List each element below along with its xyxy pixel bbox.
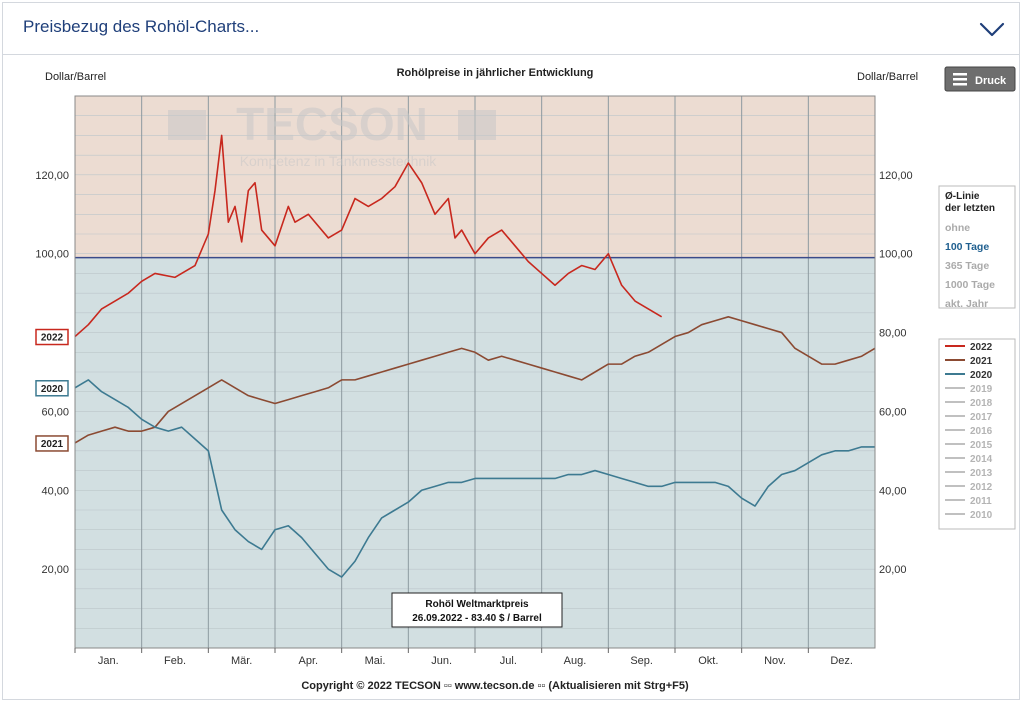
menu-icon	[953, 73, 967, 86]
legend-item-2018[interactable]: 2018	[945, 398, 993, 409]
avg-option-3[interactable]: 1000 Tage	[945, 279, 995, 291]
legend-label: 2013	[970, 468, 993, 479]
chart-panel: Dollar/Barrel Dollar/Barrel Rohölpreise …	[15, 58, 1019, 698]
tooltip-line1: Rohöl Weltmarktpreis	[425, 599, 529, 610]
avg-option-4[interactable]: akt. Jahr	[945, 298, 988, 310]
ylabel-left: Dollar/Barrel	[45, 71, 106, 83]
legend-item-2020[interactable]: 2020	[945, 370, 993, 381]
series-line-2022	[75, 134, 663, 338]
x-tick-label: Jul.	[500, 655, 517, 667]
y-tick-left: 60,00	[41, 406, 69, 418]
legend-item-2015[interactable]: 2015	[945, 440, 993, 451]
series-label-2022: 2022	[35, 328, 69, 346]
x-tick-label: Sep.	[630, 655, 653, 667]
series-line-2021	[75, 315, 875, 444]
print-button[interactable]: Druck	[944, 66, 1016, 92]
avg-option-0[interactable]: ohne	[945, 222, 970, 234]
legend: 2022 2021 2020 2019 2018 2017 2016 2015 2014 2013…	[938, 338, 1016, 530]
avg-title-line1: Ø-Linie	[945, 191, 980, 202]
legend-item-2016[interactable]: 2016	[945, 426, 993, 437]
x-tick-label: Mai.	[365, 655, 386, 667]
series-line-2020	[75, 379, 875, 578]
series-label-text: 2021	[41, 439, 64, 450]
legend-label: 2017	[970, 412, 993, 423]
legend-label: 2012	[970, 482, 993, 493]
x-tick-label: Dez.	[830, 655, 853, 667]
grid	[75, 96, 875, 648]
avg-title-line2: der letzten	[945, 203, 995, 214]
legend-label: 2018	[970, 398, 993, 409]
y-tick-right: 120,00	[879, 170, 913, 182]
series-label-2020: 2020	[35, 380, 69, 397]
oil-price-chart: Dollar/Barrel Dollar/Barrel Rohölpreise …	[35, 66, 1016, 692]
y-axis-right: 20,00 40,00 60,00 80,00 100,00 120,00	[879, 170, 913, 576]
avg-option-2[interactable]: 365 Tage	[945, 260, 989, 272]
avg-option-1[interactable]: 100 Tage	[945, 241, 989, 253]
legend-label: 2021	[970, 356, 993, 367]
ylabel-right: Dollar/Barrel	[857, 71, 918, 83]
tecson-watermark: TECSON Kompetenz in Tankmesstechnik	[168, 98, 496, 169]
x-tick-label: Nov.	[764, 655, 786, 667]
x-tick-label: Okt.	[698, 655, 718, 667]
avg-options-panel: Ø-Linie der letzten ohne 100 Tage 365 Tage…	[938, 185, 1016, 310]
legend-item-2012[interactable]: 2012	[945, 482, 993, 493]
y-tick-left: 20,00	[41, 564, 69, 576]
print-button-label: Druck	[975, 75, 1007, 87]
legend-label: 2022	[970, 342, 993, 353]
y-tick-right: 20,00	[879, 564, 907, 576]
watermark-tagline: Kompetenz in Tankmesstechnik	[240, 153, 438, 169]
legend-item-2011[interactable]: 2011	[945, 496, 992, 507]
x-axis: Jan. Feb. Mär. Apr. Mai. Jun. Jul. Aug. Sep. Okt.…	[74, 648, 853, 667]
y-tick-right: 80,00	[879, 328, 907, 340]
legend-label: 2020	[970, 370, 993, 381]
y-tick-left: 40,00	[41, 485, 69, 497]
header-title: Preisbezug des Rohöl-Charts...	[23, 17, 260, 36]
x-tick-label: Aug.	[564, 655, 587, 667]
chart-title: Rohölpreise in jährlicher Entwicklung	[397, 67, 594, 79]
legend-label: 2014	[970, 454, 993, 465]
legend-label: 2010	[970, 510, 993, 521]
x-tick-label: Jun.	[431, 655, 452, 667]
series-lines	[75, 134, 875, 578]
x-tick-label: Jan.	[98, 655, 119, 667]
series-label-2021: 2021	[35, 435, 69, 452]
series-label-text: 2020	[41, 384, 64, 395]
y-tick-right: 60,00	[879, 406, 907, 418]
legend-item-2014[interactable]: 2014	[945, 454, 993, 465]
tooltip-line2: 26.09.2022 - 83.40 $ / Barrel	[412, 613, 542, 624]
y-tick-right: 100,00	[879, 249, 913, 261]
y-tick-left: 100,00	[35, 249, 69, 261]
x-tick-label: Feb.	[164, 655, 186, 667]
legend-label: 2015	[970, 440, 993, 451]
legend-item-2019[interactable]: 2019	[945, 384, 993, 395]
legend-label: 2016	[970, 426, 993, 437]
copyright: Copyright © 2022 TECSON ▫▫ www.tecson.de…	[301, 680, 689, 692]
series-label-text: 2022	[41, 333, 64, 344]
price-tooltip: Rohöl Weltmarktpreis 26.09.2022 - 83.40 …	[391, 592, 563, 628]
legend-label: 2011	[970, 496, 992, 507]
watermark-name: TECSON	[236, 98, 428, 150]
collapsible-header[interactable]: Preisbezug des Rohöl-Charts...	[3, 3, 1019, 55]
legend-item-2022[interactable]: 2022	[945, 342, 993, 353]
y-tick-right: 40,00	[879, 485, 907, 497]
legend-label: 2019	[970, 384, 993, 395]
legend-item-2013[interactable]: 2013	[945, 468, 993, 479]
x-tick-label: Apr.	[299, 655, 319, 667]
series-labels: 2022 2021 2020	[35, 328, 69, 452]
legend-item-2017[interactable]: 2017	[945, 412, 993, 423]
legend-item-2010[interactable]: 2010	[945, 510, 993, 521]
chevron-down-icon[interactable]	[977, 15, 1007, 43]
y-tick-left: 120,00	[35, 170, 69, 182]
legend-item-2021[interactable]: 2021	[945, 356, 993, 367]
x-tick-label: Mär.	[231, 655, 252, 667]
